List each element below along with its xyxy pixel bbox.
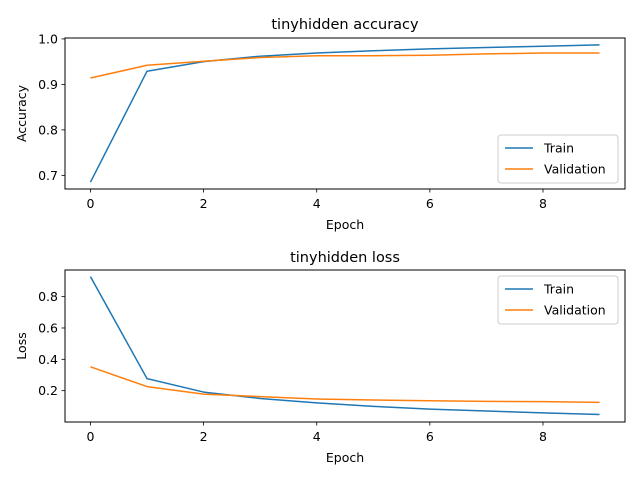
accuracy-plot-frame xyxy=(64,37,626,190)
accuracy-y-tick-label: 0.9 xyxy=(38,77,58,92)
loss-plot-frame xyxy=(64,269,626,423)
loss-legend-validation-label: Validation xyxy=(544,303,606,318)
accuracy-series xyxy=(89,44,600,183)
accuracy-validation-line xyxy=(90,52,600,79)
accuracy-x-tick-label: 2 xyxy=(200,196,208,211)
loss-series xyxy=(89,276,600,416)
loss-y-tick-label: 0.4 xyxy=(38,352,58,367)
loss-x-ticks: 0 2 4 6 8 xyxy=(86,422,547,444)
accuracy-y-tick-label: 0.8 xyxy=(38,122,58,137)
accuracy-legend-box xyxy=(497,134,619,184)
accuracy-x-tick-label: 4 xyxy=(313,196,321,211)
loss-x-tick-label: 4 xyxy=(313,429,321,444)
loss-x-tick-label: 6 xyxy=(426,429,434,444)
accuracy-x-ticks: 0 2 4 6 8 xyxy=(86,189,547,211)
accuracy-x-axis-label: Epoch xyxy=(326,217,364,232)
accuracy-y-ticks: 0.7 0.8 0.9 1.0 xyxy=(38,31,65,183)
accuracy-legend: Train Validation xyxy=(497,134,619,184)
accuracy-x-tick-label: 8 xyxy=(539,196,547,211)
accuracy-x-tick-label: 0 xyxy=(86,196,94,211)
accuracy-legend-train-label: Train xyxy=(543,141,574,156)
loss-x-tick-label: 8 xyxy=(539,429,547,444)
accuracy-train-line xyxy=(89,44,600,183)
loss-x-tick-label: 2 xyxy=(200,429,208,444)
loss-y-axis-label: Loss xyxy=(14,332,29,359)
loss-y-tick-label: 0.6 xyxy=(38,320,58,335)
loss-chart: tinyhidden loss 0.2 0.4 0.6 0.8 0 2 4 6 8 Epoch… xyxy=(14,250,626,465)
loss-train-line xyxy=(89,276,600,416)
loss-validation-line xyxy=(90,366,600,404)
accuracy-y-tick-label: 0.7 xyxy=(38,168,58,183)
loss-legend-train-label: Train xyxy=(543,282,574,297)
loss-x-tick-label: 0 xyxy=(86,429,94,444)
accuracy-y-axis-label: Accuracy xyxy=(14,84,29,142)
loss-chart-title: tinyhidden loss xyxy=(290,250,400,266)
loss-legend-box xyxy=(497,275,619,325)
accuracy-y-tick-label: 1.0 xyxy=(38,31,58,46)
loss-y-ticks: 0.2 0.4 0.6 0.8 xyxy=(38,289,65,398)
accuracy-legend-validation-label: Validation xyxy=(544,162,606,177)
loss-y-tick-label: 0.2 xyxy=(38,383,58,398)
loss-y-tick-label: 0.8 xyxy=(38,289,58,304)
accuracy-chart-title: tinyhidden accuracy xyxy=(271,17,419,33)
loss-x-axis-label: Epoch xyxy=(326,450,364,465)
accuracy-x-tick-label: 6 xyxy=(426,196,434,211)
loss-legend: Train Validation xyxy=(497,275,619,325)
accuracy-chart: tinyhidden accuracy 0.7 0.8 0.9 1.0 0 2 4 6 8 E… xyxy=(14,17,626,232)
